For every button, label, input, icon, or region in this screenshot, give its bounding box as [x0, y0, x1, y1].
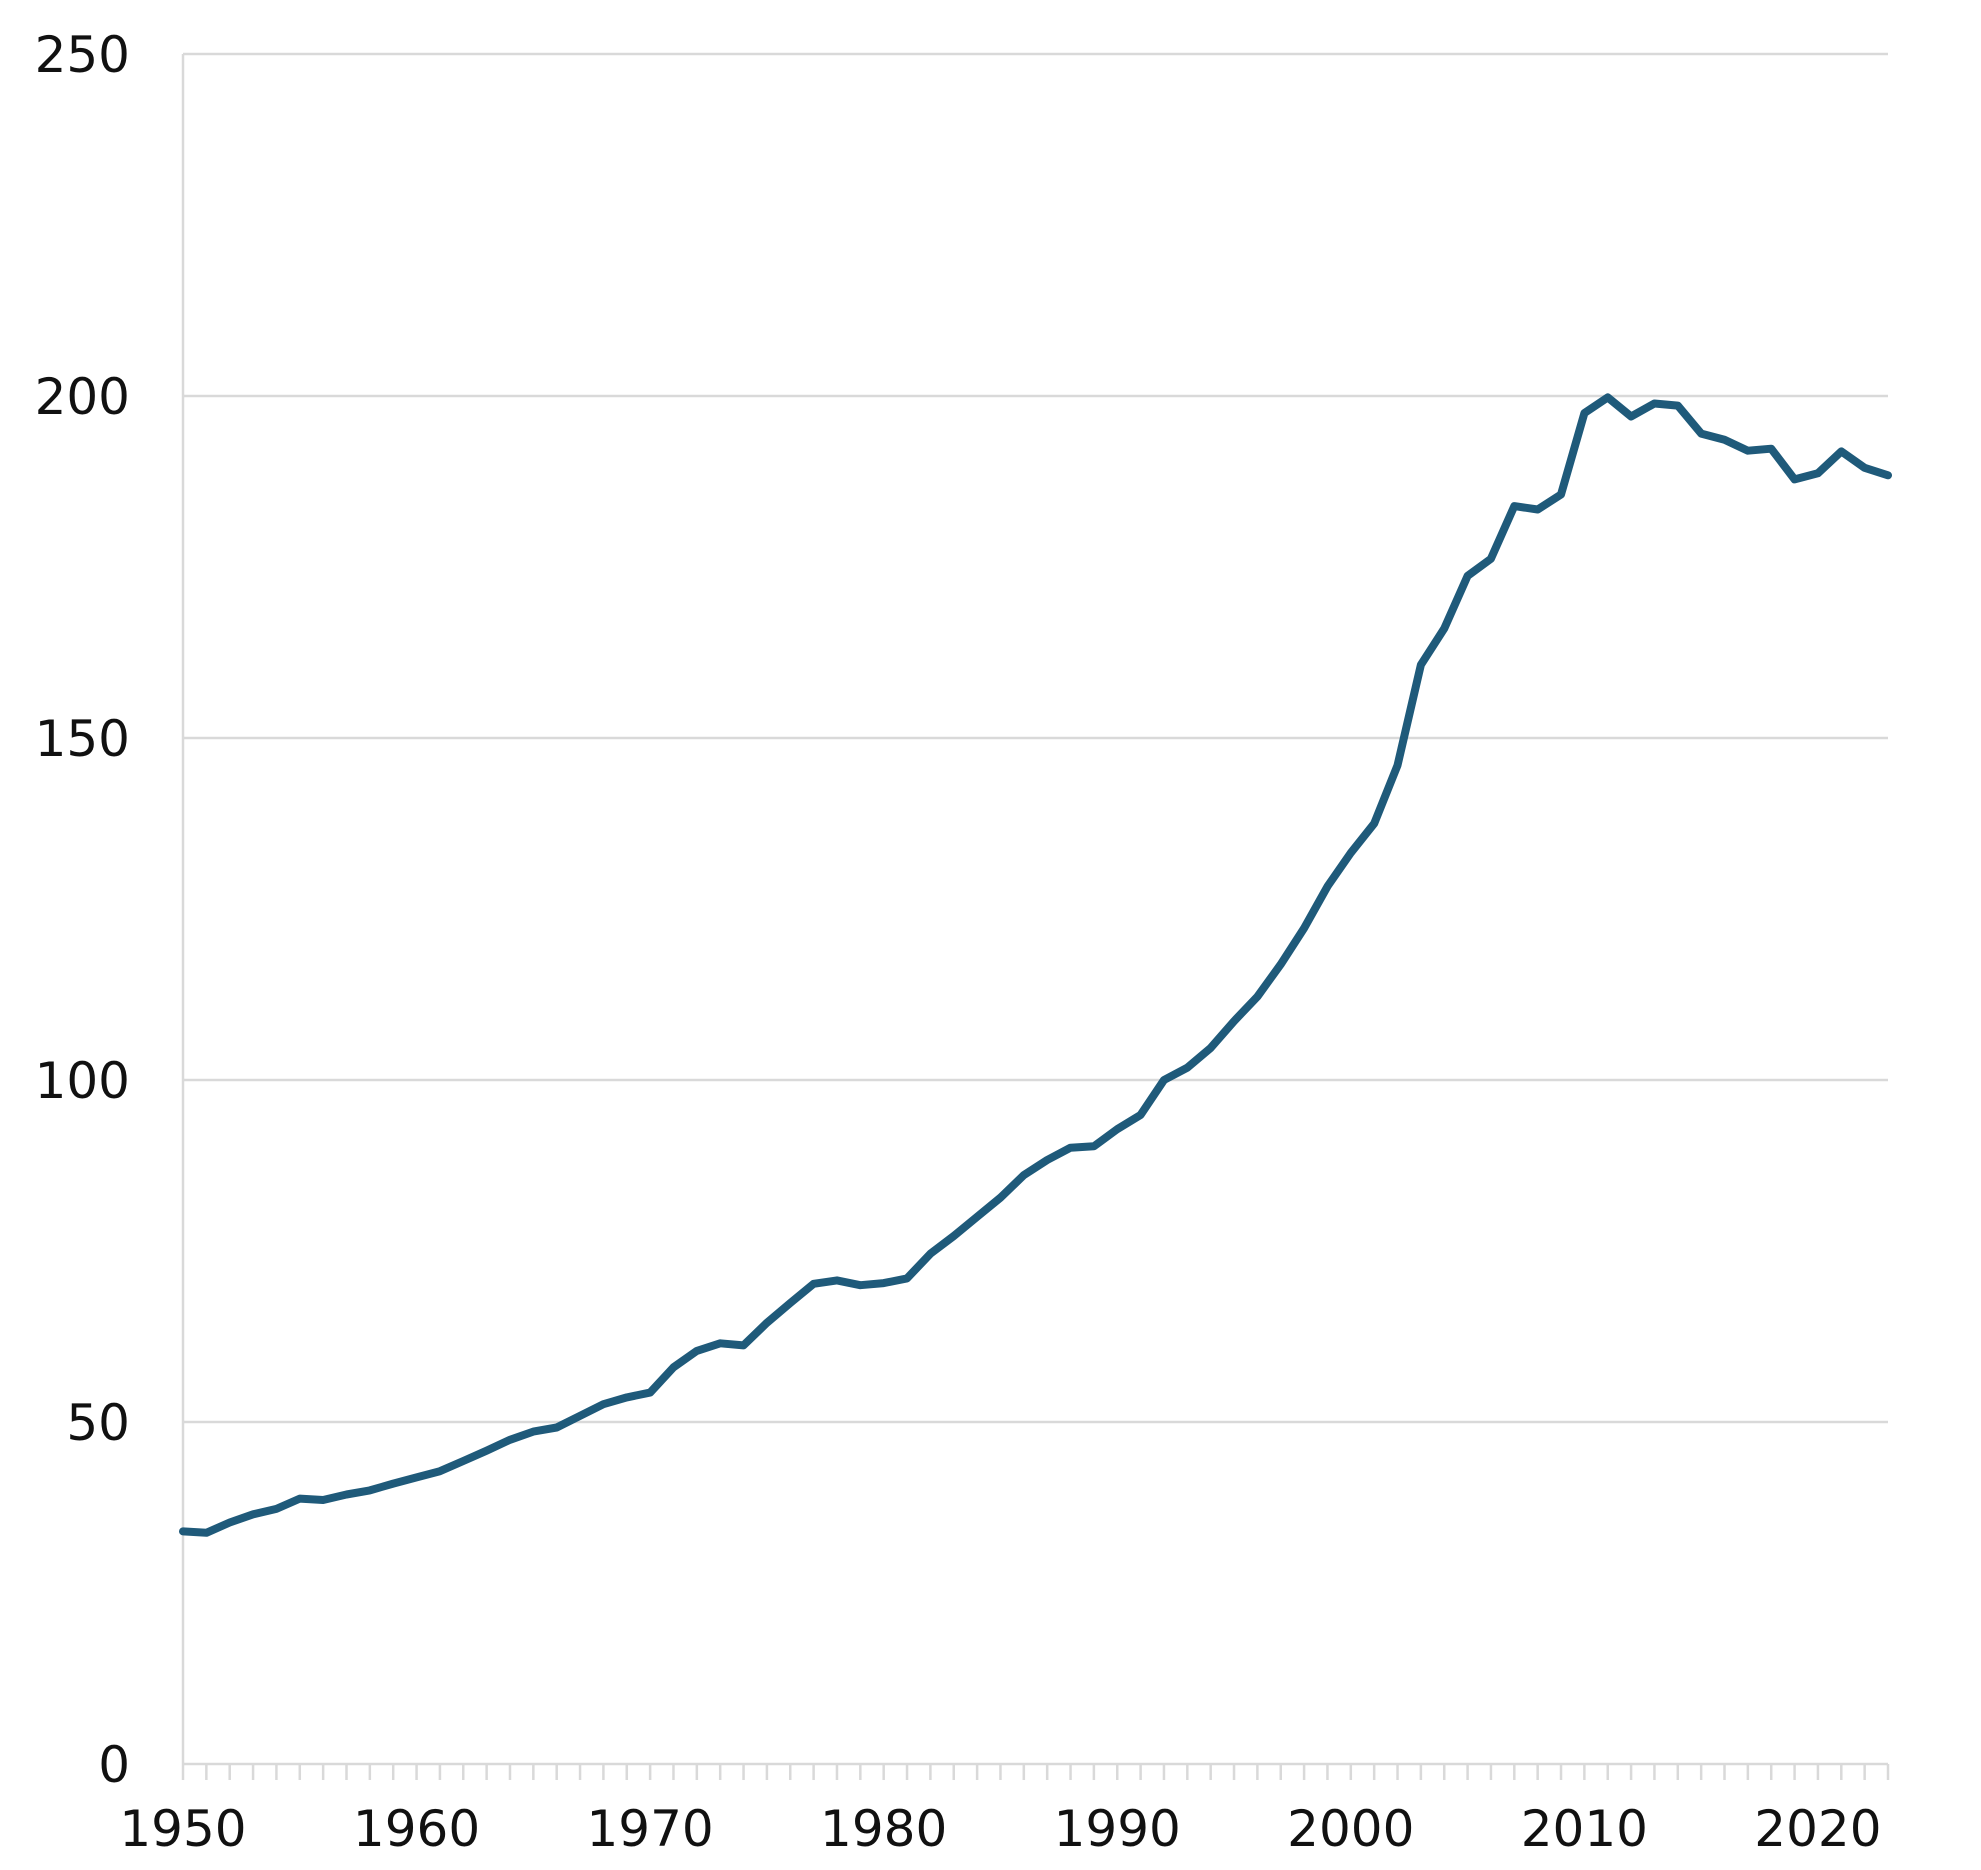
y-tick-label-200: 200 [35, 368, 130, 426]
y-tick-label-50: 50 [66, 1394, 130, 1452]
y-tick-label-0: 0 [98, 1736, 130, 1794]
x-tick-label-1990: 1990 [1054, 1800, 1181, 1858]
y-tick-label-250: 250 [35, 26, 130, 84]
x-tick-label-1960: 1960 [353, 1800, 480, 1858]
tick-label-layer: 0 50 100 150 200 250 1950 1960 1970 1980 1990 2000 2… [35, 26, 1882, 1858]
x-tick-label-1970: 1970 [586, 1800, 713, 1858]
series-layer [179, 393, 1892, 1537]
x-tick-label-1980: 1980 [820, 1800, 947, 1858]
series-line [179, 393, 1892, 1537]
x-tick-label-2010: 2010 [1521, 1800, 1648, 1858]
x-tick-label-2020: 2020 [1754, 1800, 1881, 1858]
axis-layer [181, 54, 1890, 1780]
y-tick-label-100: 100 [35, 1052, 130, 1110]
y-tick-label-150: 150 [35, 710, 130, 768]
grid-layer [183, 52, 1888, 1424]
x-tick-label-2000: 2000 [1287, 1800, 1414, 1858]
x-tick-label-1950: 1950 [119, 1800, 246, 1858]
